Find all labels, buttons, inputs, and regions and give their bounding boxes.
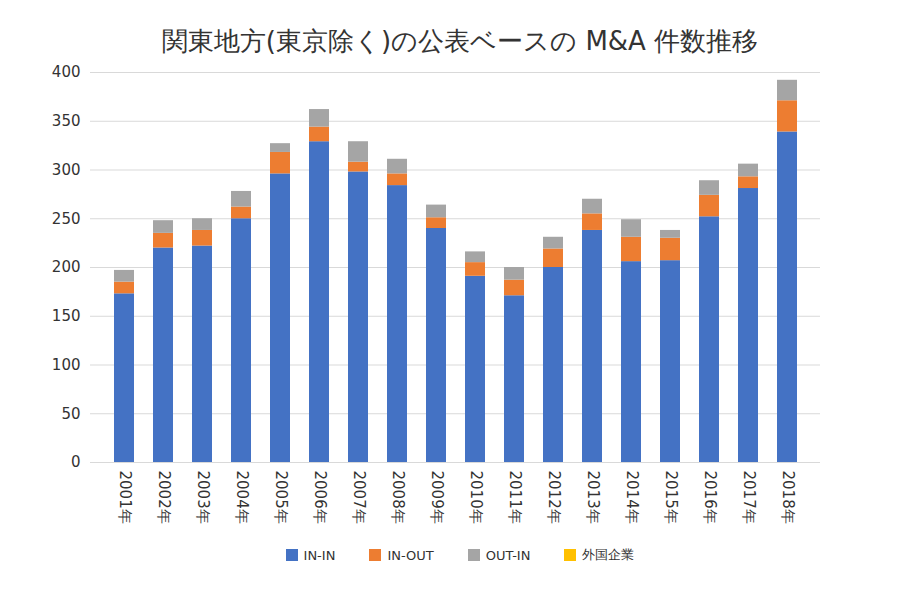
- svg-text:2017年: 2017年: [740, 471, 758, 524]
- svg-text:2006年: 2006年: [311, 471, 329, 524]
- svg-text:50: 50: [61, 405, 80, 423]
- svg-text:400: 400: [52, 63, 81, 81]
- svg-text:200: 200: [52, 258, 81, 276]
- svg-text:2010年: 2010年: [467, 471, 485, 524]
- svg-text:2003年: 2003年: [194, 471, 212, 524]
- svg-text:2011年: 2011年: [506, 471, 524, 524]
- svg-text:2008年: 2008年: [389, 471, 407, 524]
- html-text:外国企業: 外国企業: [582, 547, 635, 562]
- svg-text:2012年: 2012年: [545, 471, 563, 524]
- svg-text:2009年: 2009年: [428, 471, 446, 524]
- html-text:関東地方(東京除く)の公表ベースの M&A 件数推移: 関東地方(東京除く)の公表ベースの M&A 件数推移: [161, 26, 759, 56]
- svg-text:2005年: 2005年: [272, 471, 290, 524]
- svg-text:300: 300: [52, 161, 81, 179]
- html-text:OUT-IN: OUT-IN: [485, 547, 531, 563]
- svg-text:0: 0: [71, 453, 81, 471]
- svg-text:2016年: 2016年: [701, 471, 719, 524]
- svg-text:2013年: 2013年: [584, 471, 602, 524]
- svg-text:100: 100: [52, 356, 81, 374]
- svg-text:2007年: 2007年: [350, 471, 368, 524]
- html-text:IN-OUT: IN-OUT: [387, 547, 434, 563]
- svg-text:2004年: 2004年: [233, 471, 251, 524]
- svg-text:2018年: 2018年: [779, 471, 797, 524]
- svg-text:2014年: 2014年: [623, 471, 641, 524]
- html-text:IN-IN: IN-IN: [303, 547, 336, 563]
- svg-text:250: 250: [52, 210, 81, 228]
- svg-text:350: 350: [52, 112, 81, 130]
- svg-text:2002年: 2002年: [155, 471, 173, 524]
- svg-text:2001年: 2001年: [116, 471, 134, 524]
- svg-text:2015年: 2015年: [662, 471, 680, 524]
- svg-text:150: 150: [52, 307, 81, 325]
